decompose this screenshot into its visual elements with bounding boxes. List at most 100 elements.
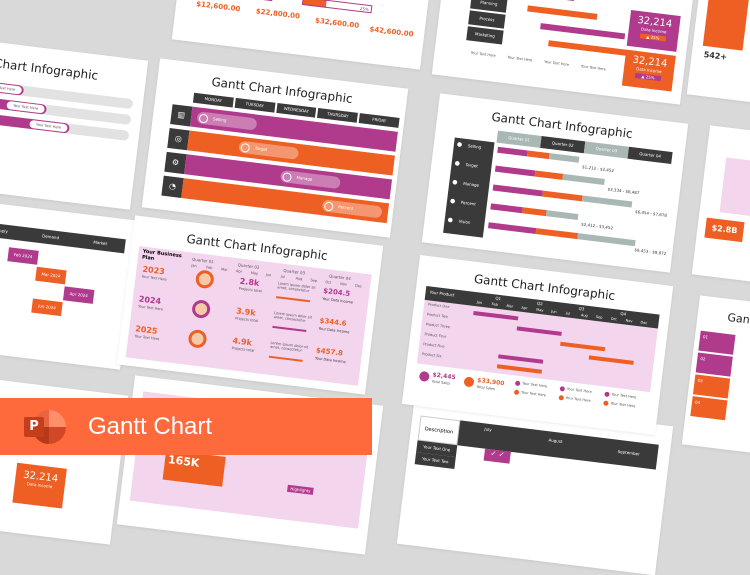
header-cell: Market [93,239,108,247]
month-label: Sep [595,314,603,320]
slide-sales: 25% 25% $12,600.00 $22,800.00 $32,600.00… [171,0,439,70]
bar-segment [535,228,579,240]
title-banner: P Gantt Chart [0,398,372,455]
progress-bar: 25% [202,0,274,2]
row-icon: ● [456,140,463,149]
task-pill: Percent [321,199,383,219]
month-label: Nov [340,281,348,287]
slide-product-gantt: Gantt Chart Infographic Your Product Q1 Q2… [401,255,674,435]
day-header: TUESDAY [234,97,276,113]
legend-dot [558,395,565,401]
bar-segment [487,222,537,235]
quarter-label: Q3 [578,305,585,312]
banner-title: Gantt Chart [88,412,213,440]
range-label: $3,334 - $6,487 [607,186,640,196]
month-label: Jan [191,263,197,269]
month-label: Mar [220,267,228,273]
date-block: Feb 2024 [7,247,39,265]
slide-title: Gantt Chart Infographic [0,52,99,83]
slide-supply: Supply Demand Market Feb 2024 Mar 2024 A… [0,190,139,370]
step-item: 02 [695,352,733,377]
month-label: Feb [206,265,213,271]
step-item: 04 [690,396,728,421]
step-item: 01 [698,330,736,355]
legend-label: Your Text Here [565,395,591,403]
header-cell: Demand [41,233,60,241]
slide-right-2: $2.8B [691,125,750,305]
sales-value: $32,600.00 [314,16,360,30]
day-header: MONDAY [192,92,234,108]
row-label: Marketing [466,26,504,45]
month-label: August [548,437,563,445]
task-bar [540,23,626,40]
stat-value: $2.8B [704,217,745,243]
legend-dot [604,391,610,398]
month-label: May [536,307,544,313]
orange-card [702,0,750,51]
bar-segment [497,146,528,157]
row-icon: ● [454,159,461,168]
slide-card: 32.214 Data Income [0,365,129,545]
slide-timeline: FebruaryMarchAprilMayJuneIntroductionPla… [431,0,699,105]
legend-label: Your Text Here [611,392,637,400]
quarter-label: Q1 [495,295,502,302]
chart-icon: ▥ [170,104,193,127]
quarter-header: Quarter 04 [627,146,673,165]
quarter-header: Quarter 02 [540,136,586,154]
month-label: Jan [476,300,483,305]
data-card: 32,214 Data Income ▲ 25% [621,49,676,92]
legend-label: Your Text Here [566,386,593,394]
step-item: 03 [692,374,731,399]
powerpoint-icon: P [24,408,66,446]
bar-segment [527,150,550,160]
row-label: Process [468,10,506,29]
day-header: WEDNESDAY [275,102,317,118]
slide-pills: Gantt Chart Infographic Your Text HereYo… [0,30,149,210]
quarter-label: Q4 [620,310,627,317]
month-label: Jun [265,272,272,278]
month-label: July [484,426,492,433]
month-label: Apr [235,269,243,274]
range-label: $1,212 - $2,452 [581,164,615,174]
month-label: Jul [565,311,571,316]
pie-icon: ◔ [161,175,184,198]
task-pill: Target [238,140,300,160]
legend-label: Your Text Here [543,59,570,67]
month-label: Oct [610,316,618,322]
date-block: Jun 2024 [31,298,63,317]
range-label: $9,453 - $9,872 [634,247,667,257]
gear-icon: ⚙ [164,151,187,175]
legend-dot [513,389,520,396]
row-icon: ● [449,197,456,205]
task-bar [514,0,575,1]
bar-segment [490,203,523,214]
range-label: $6,454 - $7,678 [634,208,668,218]
header-cell: Supply [0,227,9,234]
task-pill: Manage [279,169,341,190]
stat-value: 542+ [703,50,728,62]
month-label: Nov [625,318,633,324]
slide-quarters-gantt: Gantt Chart Infographic Quarter 01 Quarte… [421,93,689,273]
progress-bar: 25% [301,0,373,14]
date-block: Apr 2024 [62,286,95,304]
bar-segment [492,184,543,197]
bar-segment [577,233,636,247]
stat-label: Total Sales [431,379,451,386]
slide-right-1: 542+ [686,0,750,125]
bar-segment [522,207,547,217]
check-icon[interactable]: ✓ ✓ [483,448,511,464]
month-label: Sep [310,278,318,283]
sales-value: $22,800.00 [255,7,301,21]
stat-icon [463,376,475,388]
slide-business-plan: Gantt Chart Infographic Your Business Pl… [116,215,384,395]
target-icon: ◎ [167,128,190,151]
task-pill: Selling [196,111,258,131]
month-label: Mar [506,303,514,309]
stat-label: Total Sales [476,384,496,392]
task-bar [527,5,598,20]
month-label: September [617,448,640,457]
slide-title: Gantt [726,310,750,328]
row-icon: ● [447,216,454,224]
slide-right-3: Gantt 01 02 03 04 [681,295,750,475]
bar-segment [562,173,605,186]
